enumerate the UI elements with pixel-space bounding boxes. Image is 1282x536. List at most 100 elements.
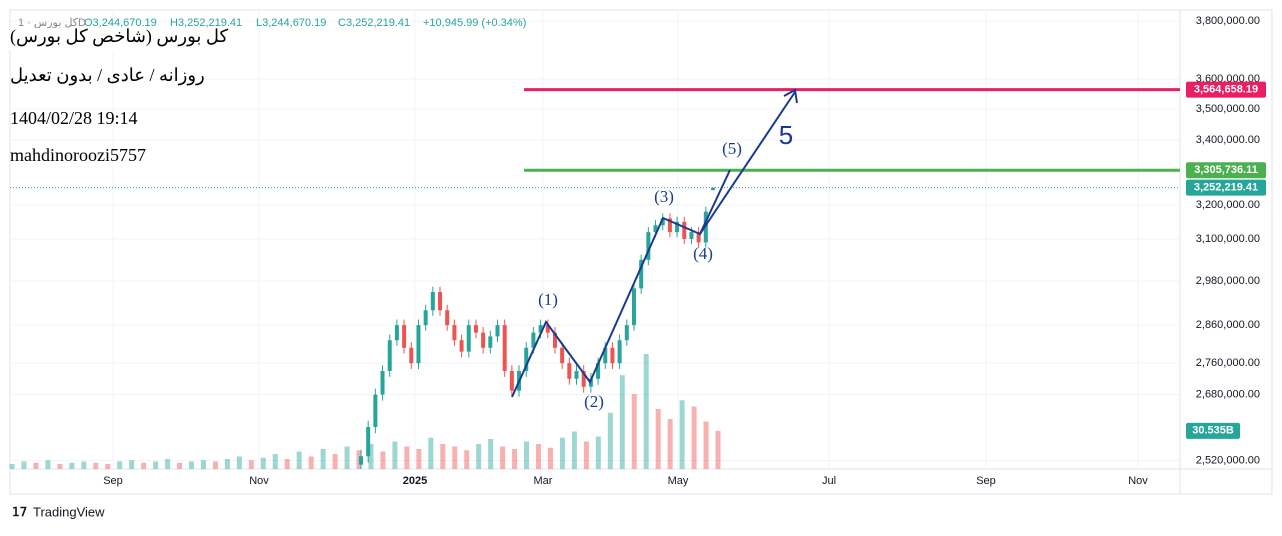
candle-body [359,456,363,465]
candle-body [567,363,572,379]
volume-bar [392,441,398,469]
candle-body [675,221,680,233]
candle-body [481,332,486,348]
candle-body [438,291,443,311]
price-label: 3,252,219.41 [1194,182,1258,194]
candle-body [409,347,414,364]
candle-body [617,340,622,364]
candle-body [380,370,385,395]
candle-body [473,325,478,333]
candle-body [624,325,629,341]
candle-body [416,325,421,364]
logo-mark: 𝟣𝟩 [12,505,27,519]
y-tick-label: 3,100,000.00 [1196,233,1260,245]
levels: 3,564,658.19 3,305,736.11 3,252,219.41 [10,81,1266,196]
candle-body [610,347,615,364]
overlay-text: mahdinoroozi5757 [10,145,146,165]
price-label: 3,305,736.11 [1194,164,1258,176]
candle-body [509,370,514,391]
x-tick-label: Jul [822,475,836,487]
wave-label: (2) [584,392,604,411]
volume-bar [404,446,410,469]
overlay-text: روزانه / عادی / بدون تعدیل [10,65,205,86]
volume-bar [332,454,338,469]
candle-body [581,370,586,387]
volume-bar [559,437,565,469]
volume-bar [188,461,194,469]
volume-bar [512,449,518,469]
candle-body [545,325,550,333]
x-tick-label: 2025 [403,475,427,487]
wave-line [511,169,731,398]
time-axis: Sep Nov 2025 Mar May Jul Sep Nov [103,475,1148,487]
candle-body [711,187,715,191]
overlay-text: 1404/02/28 19:14 [10,108,138,128]
candle-body [538,325,543,333]
volume-bar [57,464,63,469]
header-close: C3,252,219.41 [338,17,410,29]
wave-label: (3) [654,187,674,206]
overlay-text: کل بورس (شاخص کل بورس) [10,26,229,47]
y-tick-label: 2,980,000.00 [1196,275,1260,287]
volume-bar [607,412,613,469]
candle-body [459,340,464,352]
volume-label: 30.535B [1192,425,1234,437]
candle-body [488,336,493,348]
y-tick-label: 3,400,000.00 [1196,134,1260,146]
y-tick-label: 2,760,000.00 [1196,357,1260,369]
volume-bar [248,460,254,469]
candle-body [660,218,665,226]
volume-bar [667,419,673,469]
wave-arrow [699,91,796,235]
candle-body [531,332,536,348]
volume-bar [631,394,637,469]
volume-bar [655,409,661,469]
grid: 2,520,000.00 2,680,000.00 2,760,000.00 2,86… [10,10,1260,469]
candle-body [495,325,500,337]
candle-body [689,232,694,239]
volume-bar [524,441,530,469]
header-open: O3,244,670.19 [84,17,157,29]
candle-body [466,325,471,352]
x-tick-label: Sep [103,475,123,487]
volume-bar [165,459,171,469]
volume-bar [212,461,218,469]
volume-bar [69,462,75,469]
candle-body [387,340,392,371]
y-tick-label: 2,680,000.00 [1196,389,1260,401]
candle-body [452,325,457,341]
volume-bar [33,462,39,469]
x-tick-label: Mar [534,475,553,487]
wave-target-label: 5 [779,120,793,150]
y-tick-label: 2,520,000.00 [1196,454,1260,466]
volume-bar [679,400,685,469]
price-label-bg [1186,162,1266,179]
volume-bar [571,431,577,469]
volume-bar [583,441,589,469]
volume-bar [9,464,15,469]
x-tick-label: Nov [249,475,269,487]
volume-bar [500,446,506,469]
volume-bar [488,439,494,469]
volume-bar [643,354,649,469]
volume-bar [380,451,386,469]
volume-bar [224,459,230,469]
volume-bar [81,461,87,469]
volume-label-bg [1186,422,1240,439]
volume-bar [45,460,51,469]
candle-body [631,288,636,326]
overlay-bg [8,28,223,50]
y-tick-label: 3,500,000.00 [1196,103,1260,115]
price-label-bg [1186,81,1266,98]
candle-body [373,394,378,428]
candles [359,187,715,469]
candle-body [502,325,507,371]
volume-bar [619,375,625,469]
candle-body [552,332,557,348]
volume-bar [141,462,147,469]
x-tick-label: Sep [976,475,996,487]
volume-bar [536,444,542,469]
volume-bar [93,462,99,469]
volume-bar [320,449,326,469]
